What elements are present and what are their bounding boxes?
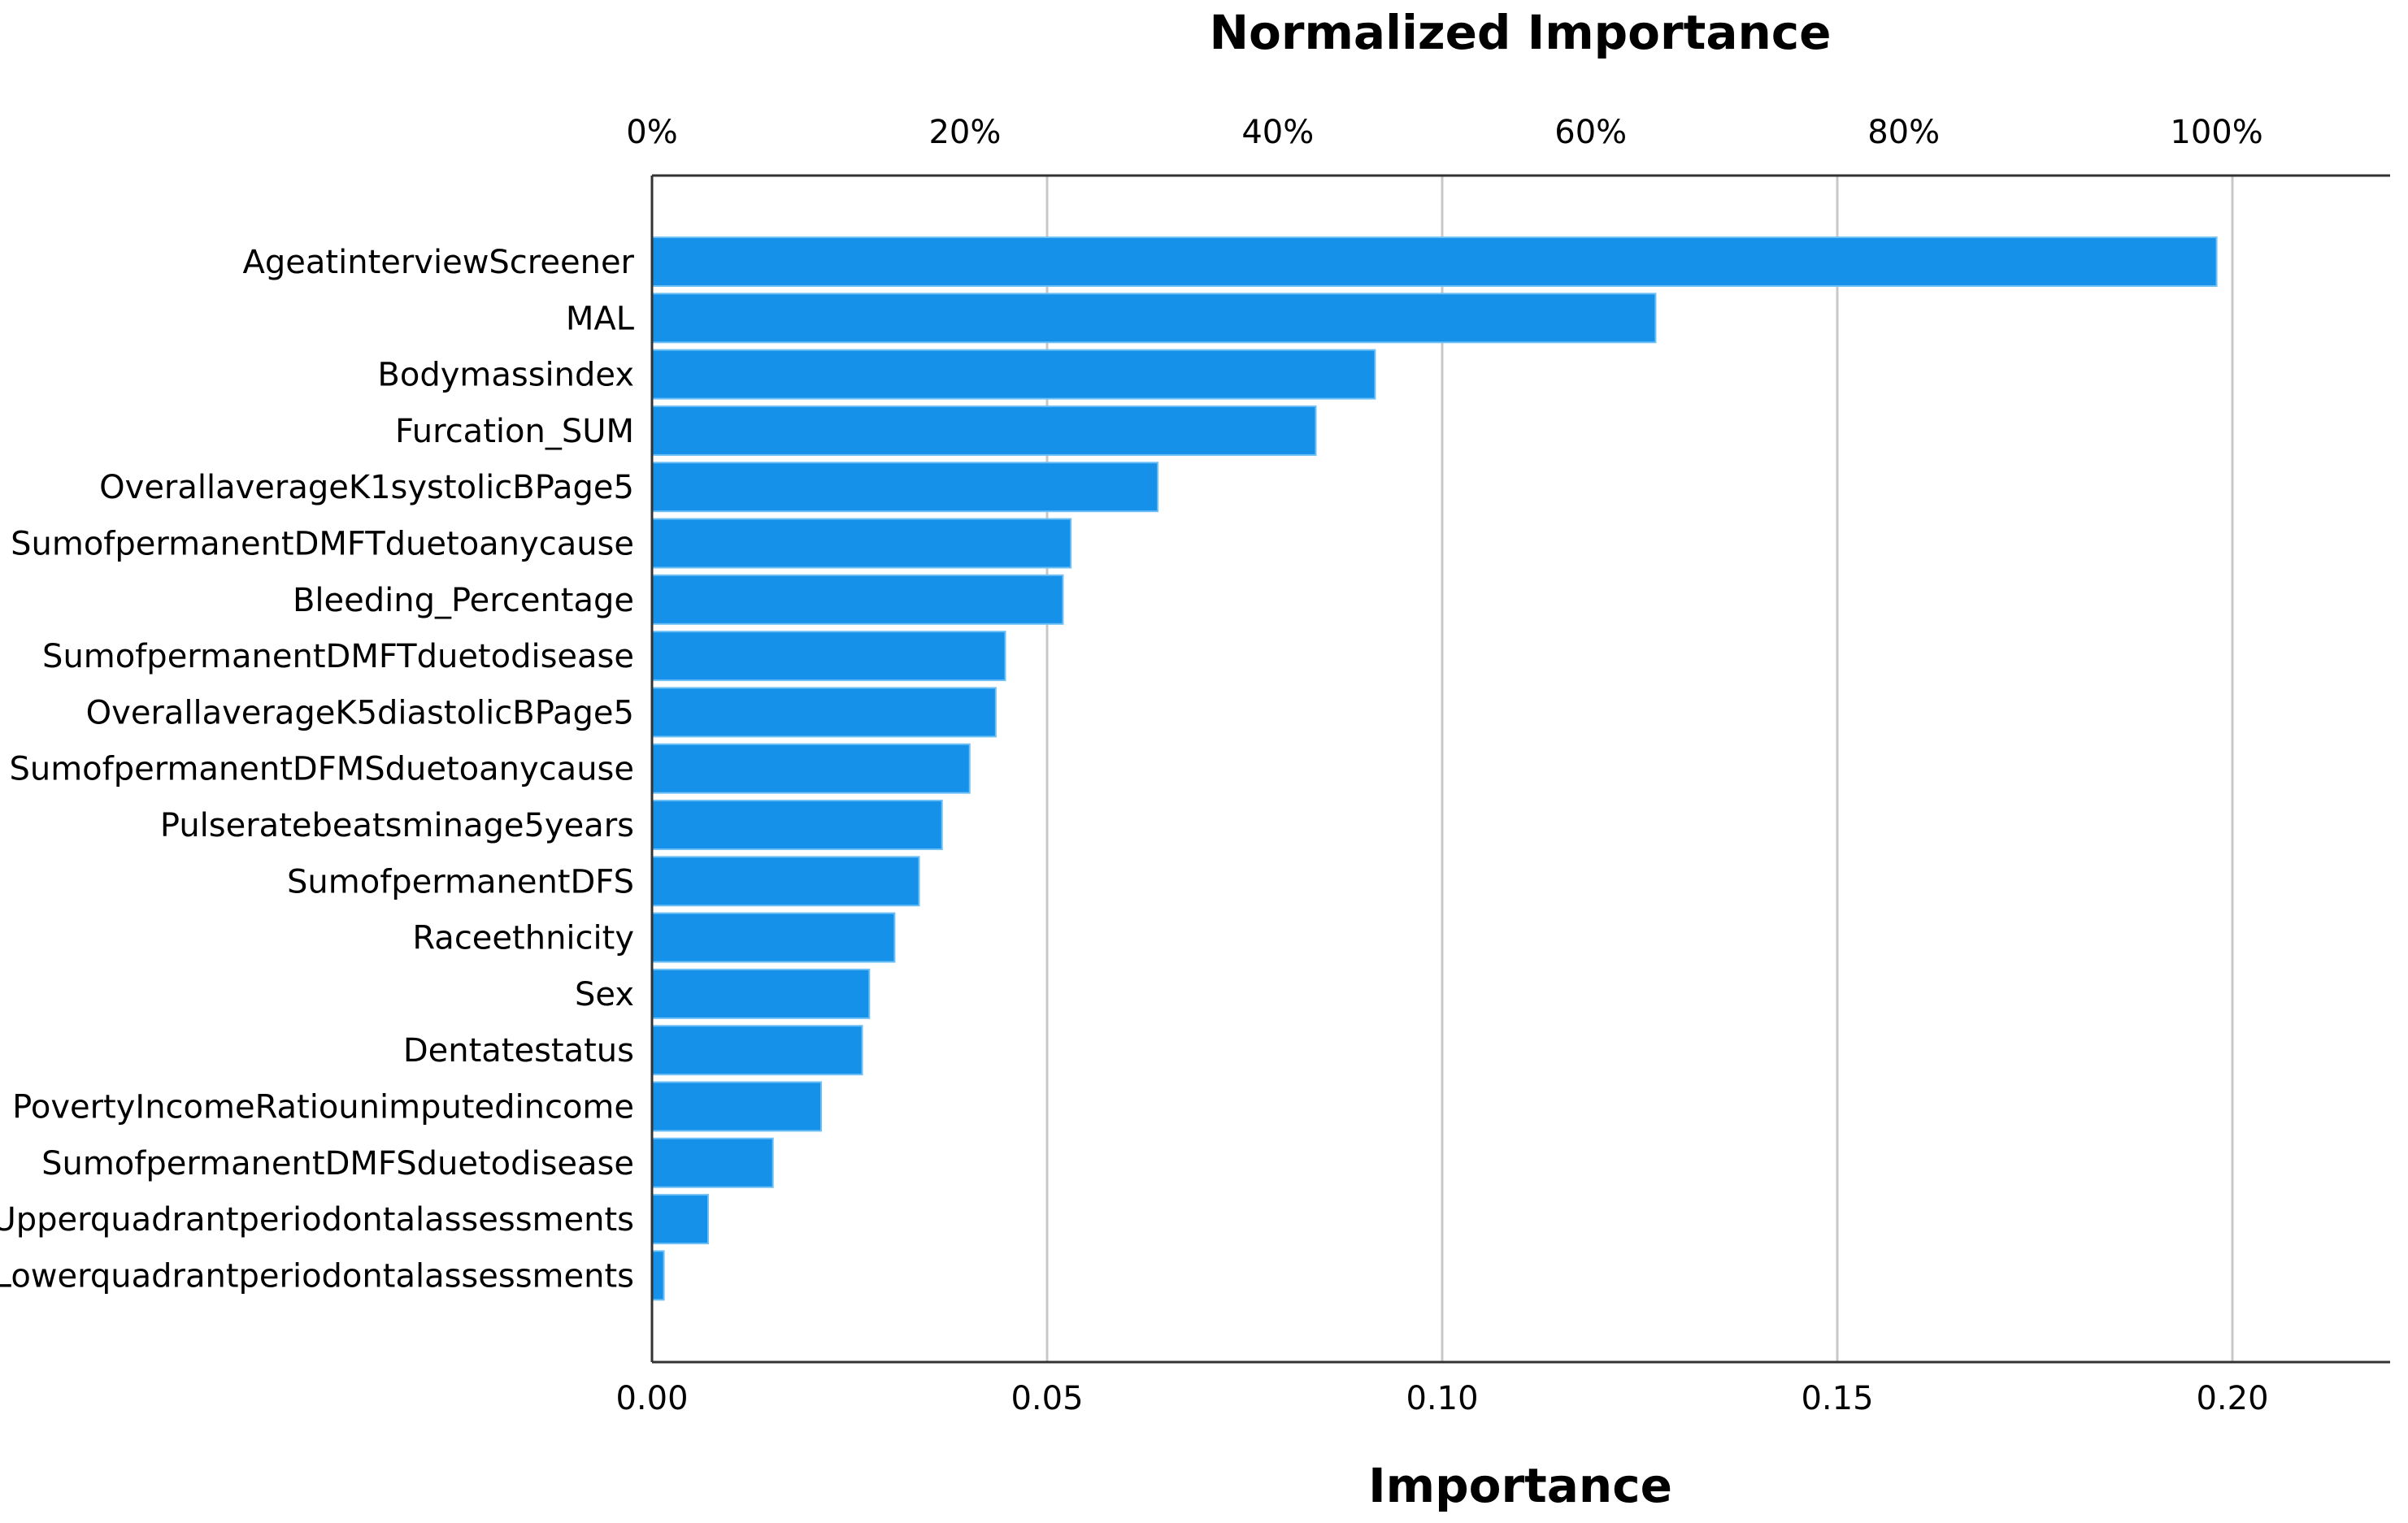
bar-4: [651, 462, 1159, 513]
category-label-0: AgeatinterviewScreener: [243, 244, 635, 281]
bar-16: [651, 1137, 774, 1188]
category-label-2: Bodymassindex: [377, 357, 634, 394]
category-label-8: OverallaverageK5diastolicBPage5: [86, 694, 634, 731]
bottom-tick-label-3: 0.15: [1801, 1380, 1873, 1417]
chart-title: Normalized Importance: [1210, 5, 1832, 60]
bar-13: [651, 968, 871, 1019]
top-tick-label-4: 80%: [1867, 114, 1940, 151]
category-label-16: SumofpermanentDMFSduetodisease: [41, 1145, 634, 1182]
top-tick-label-1: 20%: [928, 114, 1001, 151]
top-tick-label-5: 100%: [2170, 114, 2262, 151]
x-axis-title: Importance: [1368, 1458, 1672, 1513]
bottom-axis-ticks: 0.00 0.05 0.10 0.15 0.20: [615, 1380, 2268, 1417]
category-label-12: Raceethnicity: [412, 920, 634, 957]
category-label-1: MAL: [566, 300, 635, 337]
category-label-17: Upperquadrantperiodontalassessments: [0, 1201, 634, 1239]
category-label-5: SumofpermanentDMFTduetoanycause: [11, 526, 634, 563]
bar-11: [651, 856, 920, 907]
top-axis-ticks: 0% 20% 40% 60% 80% 100%: [626, 114, 2262, 151]
bars: [651, 236, 2218, 1301]
category-label-15: PovertyIncomeRatiounimputedincome: [12, 1089, 634, 1126]
bar-7: [651, 631, 1006, 682]
bottom-tick-label-2: 0.10: [1406, 1380, 1478, 1417]
category-label-6: Bleeding_Percentage: [293, 582, 634, 619]
gridlines: [1045, 176, 2234, 1362]
plot-frame: [650, 174, 2390, 1364]
category-label-18: Lowerquadrantperiodontalassessments: [0, 1257, 634, 1295]
bar-10: [651, 800, 943, 850]
bar-18: [651, 1250, 665, 1301]
bar-3: [651, 405, 1317, 456]
category-label-9: SumofpermanentDFMSduetoanycause: [9, 751, 634, 788]
bottom-tick-label-1: 0.05: [1011, 1380, 1083, 1417]
bar-15: [651, 1081, 823, 1132]
category-label-4: OverallaverageK1systolicBPage5: [99, 469, 634, 506]
top-tick-label-0: 0%: [626, 114, 677, 151]
category-label-3: Furcation_SUM: [395, 413, 634, 450]
category-label-7: SumofpermanentDMFTduetodisease: [42, 638, 634, 675]
bar-1: [651, 293, 1657, 344]
bar-5: [651, 518, 1072, 569]
bar-9: [651, 743, 971, 794]
bar-17: [651, 1194, 710, 1245]
category-label-10: Pulseratebeatsminage5years: [160, 807, 634, 844]
category-label-14: Dentatestatus: [403, 1032, 634, 1070]
top-tick-label-2: 40%: [1241, 114, 1314, 151]
bar-2: [651, 349, 1376, 400]
category-label-11: SumofpermanentDFS: [287, 863, 634, 900]
bar-14: [651, 1025, 863, 1076]
top-tick-label-3: 60%: [1554, 114, 1627, 151]
bar-12: [651, 912, 896, 963]
bottom-tick-label-0: 0.00: [615, 1380, 688, 1417]
category-labels: AgeatinterviewScreener MAL Bodymassindex Fu…: [0, 244, 635, 1295]
bar-8: [651, 687, 997, 738]
bar-0: [651, 236, 2218, 287]
category-label-13: Sex: [575, 976, 634, 1013]
bottom-tick-label-4: 0.20: [2196, 1380, 2268, 1417]
bar-6: [651, 574, 1064, 625]
